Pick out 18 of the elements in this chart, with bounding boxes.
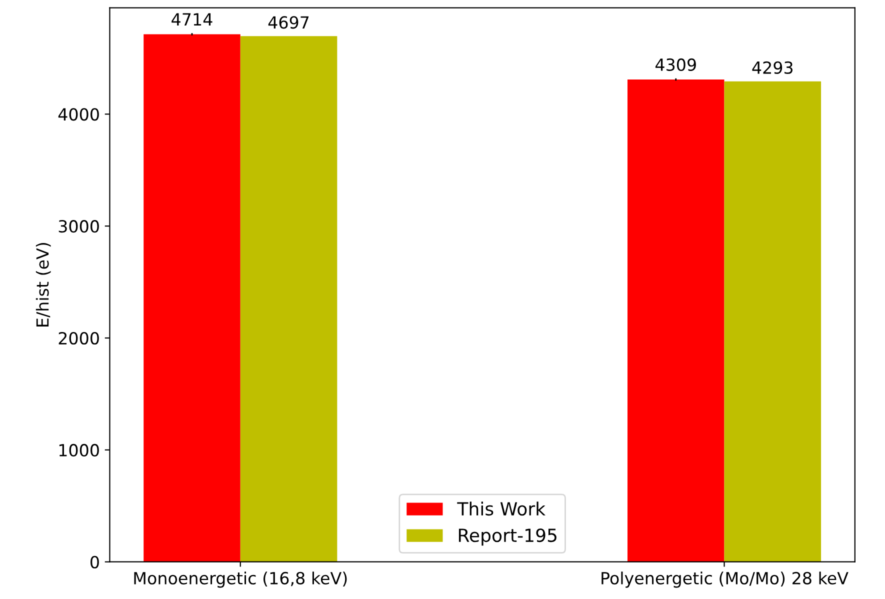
bar — [724, 81, 822, 562]
y-tick-label: 0 — [90, 556, 99, 568]
y-tick-label: 4000 — [58, 108, 99, 121]
x-tick-label: Monoenergetic (16,8 keV) — [134, 572, 347, 588]
y-tick-label: 2000 — [58, 332, 99, 345]
x-tick-label: Polyenergetic (Mo/Mo) 28 keV — [602, 572, 848, 588]
bar — [627, 80, 724, 562]
bar — [144, 34, 240, 562]
bar — [240, 36, 338, 562]
y-axis-title: E/hist (eV) — [36, 243, 51, 326]
y-tick-label: 3000 — [58, 220, 99, 233]
data-label: 4697 — [268, 16, 309, 29]
y-tick-label: 1000 — [59, 444, 99, 456]
data-label: 4293 — [752, 61, 793, 74]
legend-label: This Work — [457, 502, 546, 516]
data-label: 4714 — [172, 13, 212, 26]
legend-label: Report-195 — [458, 528, 556, 546]
data-label: 4309 — [655, 58, 696, 72]
